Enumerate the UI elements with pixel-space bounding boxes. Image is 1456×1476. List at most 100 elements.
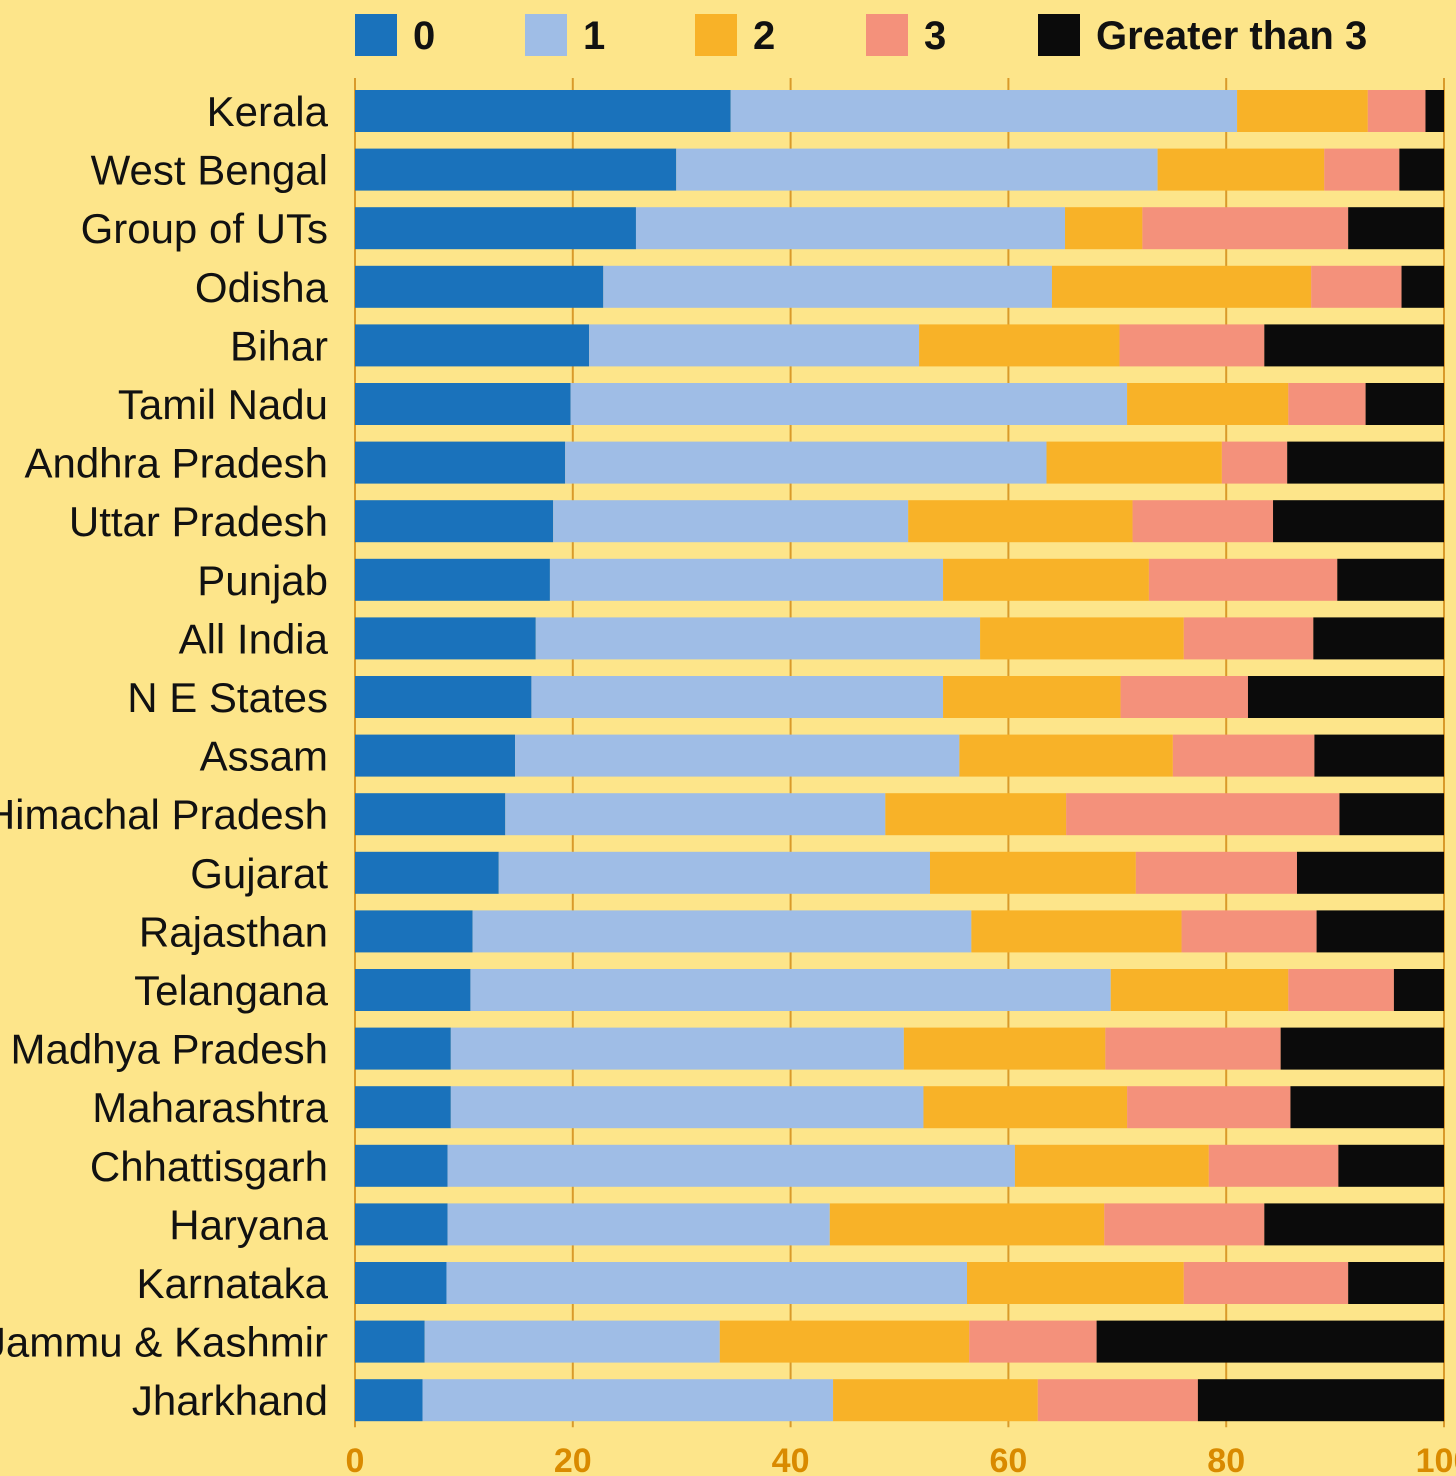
bar-segment-17-3 <box>1127 1086 1291 1129</box>
category-label: West Bengal <box>91 147 328 194</box>
category-label: Bihar <box>230 322 328 369</box>
bar-segment-2-4 <box>1348 207 1444 250</box>
bar-segment-14-2 <box>971 910 1182 953</box>
bar-segment-8-0 <box>355 558 550 601</box>
bar-segment-20-0 <box>355 1262 447 1304</box>
category-label: Chhattisgarh <box>90 1143 328 1190</box>
bar-segment-0-1 <box>730 90 1238 132</box>
bar-segment-6-4 <box>1287 441 1444 484</box>
bar-segment-21-2 <box>719 1320 970 1363</box>
bar-segment-6-3 <box>1221 441 1288 484</box>
bar-segment-9-1 <box>535 617 981 660</box>
bar-segment-1-1 <box>676 148 1158 191</box>
bar-segment-4-1 <box>589 324 920 367</box>
bar-segment-3-4 <box>1401 265 1444 308</box>
bar-segment-9-4 <box>1313 617 1444 660</box>
bar-segment-0-2 <box>1237 90 1368 132</box>
bar-segment-3-2 <box>1051 265 1312 308</box>
bar-segment-11-1 <box>515 734 960 777</box>
bar-segment-12-3 <box>1066 793 1340 836</box>
category-label: Gujarat <box>190 850 328 897</box>
bar-segment-10-0 <box>355 676 532 718</box>
category-label: Kerala <box>207 88 329 135</box>
bars <box>355 90 1444 1422</box>
bar-segment-3-3 <box>1311 265 1402 308</box>
bar-segment-4-4 <box>1264 324 1444 367</box>
bar-segment-13-4 <box>1296 851 1444 894</box>
bar-segment-15-4 <box>1393 969 1444 1011</box>
bar-segment-0-0 <box>355 90 731 132</box>
bar-segment-4-0 <box>355 324 590 367</box>
legend-label: 0 <box>413 14 435 58</box>
bar-segment-22-1 <box>422 1379 834 1422</box>
bar-segment-19-3 <box>1104 1203 1265 1246</box>
legend: 0 1 2 3 Greater than 3 <box>355 14 1367 58</box>
category-label: N E States <box>127 674 328 721</box>
bar-segment-13-1 <box>498 851 930 894</box>
bar-segment-0-3 <box>1367 90 1426 132</box>
category-label: Telangana <box>134 967 328 1014</box>
bar-segment-2-2 <box>1065 207 1143 250</box>
category-label: Haryana <box>169 1201 328 1248</box>
bar-segment-22-2 <box>833 1379 1038 1422</box>
bar-segment-15-3 <box>1288 969 1394 1011</box>
category-label: Himachal Pradesh <box>0 791 328 838</box>
bar-segment-18-0 <box>355 1144 448 1187</box>
category-label: Andhra Pradesh <box>24 440 328 487</box>
legend-swatch <box>695 14 737 56</box>
bar-segment-2-1 <box>635 207 1066 250</box>
bar-segment-1-3 <box>1324 148 1400 191</box>
category-labels: Kerala West Bengal Group of UTs Odisha Bihar… <box>0 88 329 1424</box>
bar-segment-18-4 <box>1338 1144 1444 1187</box>
category-label: Tamil Nadu <box>118 381 328 428</box>
bar-segment-21-3 <box>969 1320 1097 1363</box>
bar-segment-17-4 <box>1290 1086 1444 1129</box>
category-label: Jammu & Kashmir <box>0 1319 328 1366</box>
bar-segment-14-4 <box>1316 910 1444 953</box>
bar-segment-8-4 <box>1337 558 1444 601</box>
bar-segment-9-2 <box>980 617 1184 660</box>
legend-swatch <box>355 14 397 56</box>
bar-segment-14-3 <box>1181 910 1317 953</box>
bar-segment-21-1 <box>424 1320 720 1363</box>
category-label: Maharashtra <box>92 1084 328 1131</box>
bar-segment-11-4 <box>1314 734 1444 777</box>
bar-segment-21-0 <box>355 1320 425 1363</box>
bar-segment-19-1 <box>447 1203 830 1246</box>
bar-segment-7-3 <box>1132 500 1274 543</box>
legend-label: 1 <box>583 14 605 58</box>
category-label: Madhya Pradesh <box>10 1026 328 1073</box>
bar-segment-16-1 <box>450 1027 904 1070</box>
x-tick-label: 0 <box>346 1442 365 1476</box>
x-tick-label: 80 <box>1207 1442 1245 1476</box>
bar-segment-5-4 <box>1365 383 1444 425</box>
bar-segment-3-1 <box>603 265 1052 308</box>
bar-segment-17-0 <box>355 1086 451 1129</box>
bar-segment-11-3 <box>1172 734 1315 777</box>
bar-segment-11-2 <box>959 734 1173 777</box>
bar-segment-22-3 <box>1037 1379 1198 1422</box>
bar-segment-0-4 <box>1425 90 1444 132</box>
category-label: Rajasthan <box>139 908 328 955</box>
bar-segment-18-3 <box>1208 1144 1339 1187</box>
bar-segment-6-0 <box>355 441 566 484</box>
bar-segment-12-4 <box>1339 793 1444 836</box>
bar-segment-16-3 <box>1105 1027 1281 1070</box>
bar-segment-4-3 <box>1119 324 1265 367</box>
bar-segment-11-0 <box>355 734 516 777</box>
bar-segment-7-0 <box>355 500 554 543</box>
category-label: Group of UTs <box>81 205 328 252</box>
bar-segment-15-0 <box>355 969 471 1011</box>
legend-label: Greater than 3 <box>1096 14 1367 58</box>
category-label: Assam <box>200 733 328 780</box>
bar-segment-2-3 <box>1142 207 1349 250</box>
bar-segment-15-2 <box>1110 969 1289 1011</box>
bar-segment-8-1 <box>549 558 944 601</box>
legend-label: 2 <box>753 14 775 58</box>
legend-swatch <box>1038 14 1080 56</box>
bar-segment-9-0 <box>355 617 536 660</box>
legend-swatch <box>866 14 908 56</box>
bar-segment-20-3 <box>1183 1262 1349 1304</box>
bar-segment-15-1 <box>470 969 1111 1011</box>
category-label: Uttar Pradesh <box>69 498 328 545</box>
